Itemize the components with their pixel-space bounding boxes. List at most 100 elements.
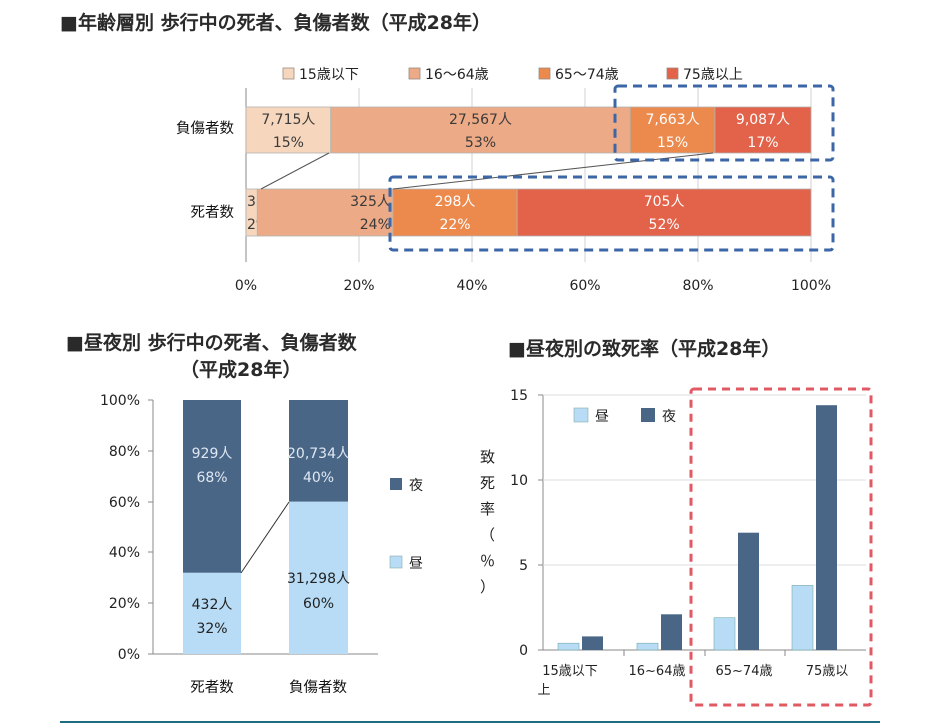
legend-label-night: 夜 bbox=[409, 478, 423, 494]
y-tick-label: 0 bbox=[519, 643, 528, 659]
fatality-y-axis-label: 致死率（％） bbox=[480, 448, 495, 596]
legend-swatch-under15 bbox=[282, 67, 295, 80]
daynight-bar-night bbox=[183, 400, 241, 573]
y-tick-label: 100% bbox=[100, 393, 140, 409]
fatality-chart-y-ticks: 15 10 5 0 bbox=[510, 388, 528, 659]
age-chart: ■年齢層別 歩行中の死者、負傷者数（平成28年） 15歳以下 16～64歳 65… bbox=[60, 11, 835, 294]
x-category-label-16-64: 16~64歳 bbox=[629, 664, 686, 679]
fatality-bar-day bbox=[713, 617, 736, 651]
age-bar-segment bbox=[256, 188, 394, 237]
x-tick-label: 80% bbox=[682, 278, 713, 294]
y-tick-label: 20% bbox=[109, 596, 140, 612]
daynight-night-percent-label: 40% bbox=[303, 470, 334, 486]
y-tick-label: 60% bbox=[109, 495, 140, 511]
legend-label-65-74: 65～74歳 bbox=[555, 67, 619, 83]
age-bar-count-label: 298人 bbox=[435, 194, 476, 210]
y-tick-label: 10 bbox=[510, 473, 528, 489]
daynight-bar-day bbox=[289, 501, 348, 654]
legend-swatch-16-64 bbox=[408, 67, 421, 80]
x-tick-label: 100% bbox=[791, 278, 831, 294]
category-label-deaths: 死者数 bbox=[191, 204, 235, 221]
legend-swatch-75plus bbox=[666, 67, 679, 80]
age-chart-title: ■年齢層別 歩行中の死者、負傷者数（平成28年） bbox=[60, 11, 491, 34]
y-tick-label: 5 bbox=[519, 558, 528, 574]
age-chart-x-ticks: 0% 20% 40% 60% 80% 100% bbox=[235, 278, 831, 294]
daynight-day-percent-label: 32% bbox=[196, 621, 227, 637]
age-bar-percent-label: 24% bbox=[360, 217, 391, 233]
fatality-chart-bars bbox=[557, 405, 837, 651]
fatality-bar-night bbox=[661, 614, 682, 650]
daynight-connector-line bbox=[240, 501, 290, 574]
fatality-chart: ■昼夜別の致死率（平成28年） 致死率（％） 15 10 5 0 昼 bbox=[480, 337, 873, 707]
age-bar-percent-label: 17% bbox=[747, 135, 778, 151]
highlight-box-elderly-fatality bbox=[689, 387, 873, 707]
fatality-bar-day bbox=[557, 642, 580, 651]
daynight-night-count-label: 929人 bbox=[192, 446, 233, 462]
x-tick-label: 40% bbox=[456, 278, 487, 294]
age-chart-connectors bbox=[260, 152, 714, 190]
legend-swatch-night bbox=[390, 478, 402, 490]
fatality-bar-day bbox=[636, 642, 659, 651]
age-bar-count-label: 7,663人 bbox=[646, 112, 700, 128]
highlight-box-deaths-elderly bbox=[388, 175, 835, 252]
daynight-bar-night bbox=[289, 400, 348, 502]
y-tick-label: 0% bbox=[118, 647, 140, 663]
legend-swatch-day bbox=[389, 555, 403, 569]
x-category-label-under15: 15歳以下 bbox=[542, 664, 598, 679]
age-bar-segment bbox=[392, 188, 518, 237]
x-category-label-under15-wrap: 上 bbox=[537, 683, 550, 698]
legend-swatch-65-74 bbox=[538, 67, 551, 80]
age-bar-percent-label: 52% bbox=[649, 217, 680, 233]
daynight-night-percent-label: 68% bbox=[196, 470, 227, 486]
fatality-bar-night bbox=[816, 405, 837, 650]
age-chart-bars: 7,715人15%27,567人53%7,663人15%9,087人17%33人… bbox=[245, 106, 812, 237]
age-bar-percent-label: 15% bbox=[273, 135, 304, 151]
legend-label-day: 昼 bbox=[595, 409, 609, 425]
daynight-day-count-label: 432人 bbox=[192, 597, 233, 613]
highlight-box-injured-elderly bbox=[613, 84, 835, 162]
daynight-chart-legend: 夜 昼 bbox=[389, 478, 423, 572]
age-chart-legend: 15歳以下 16～64歳 65～74歳 75歳以上 bbox=[282, 67, 743, 83]
legend-label-16-64: 16～64歳 bbox=[425, 67, 489, 83]
daynight-day-count-label: 31,298人 bbox=[287, 571, 350, 587]
age-bar-count-label: 325人 bbox=[350, 194, 391, 210]
fatality-chart-legend: 昼 夜 bbox=[573, 407, 676, 425]
category-label-injured: 負傷者数 bbox=[176, 120, 234, 137]
x-category-label-65-74: 65~74歳 bbox=[716, 664, 773, 679]
daynight-night-count-label: 20,734人 bbox=[287, 446, 350, 462]
category-label-deaths: 死者数 bbox=[190, 679, 234, 696]
age-bar-count-label: 7,715人 bbox=[261, 112, 315, 128]
x-tick-label: 60% bbox=[569, 278, 600, 294]
x-category-label-75plus: 75歳以 bbox=[806, 664, 849, 679]
daynight-chart-bars: 929人 68% 432人 32% 20,734人 40% 31,298人 60% bbox=[183, 400, 350, 654]
legend-label-day: 昼 bbox=[409, 556, 423, 572]
legend-label-under15: 15歳以下 bbox=[299, 67, 359, 83]
daynight-bar-day bbox=[183, 572, 241, 654]
y-tick-label: 15 bbox=[510, 388, 528, 404]
fatality-bar-day bbox=[791, 585, 814, 651]
fatality-chart-title: ■昼夜別の致死率（平成28年） bbox=[508, 337, 780, 360]
x-tick-label: 0% bbox=[235, 278, 257, 294]
age-bar-percent-label: 22% bbox=[439, 217, 470, 233]
daynight-chart-title-line2: （平成28年） bbox=[180, 358, 301, 381]
y-tick-label: 40% bbox=[109, 545, 140, 561]
y-tick-label: 80% bbox=[109, 444, 140, 460]
age-bar-percent-label: 53% bbox=[465, 135, 496, 151]
age-bar-count-label: 27,567人 bbox=[449, 112, 512, 128]
daynight-chart-title-line1: ■昼夜別 歩行中の死者、負傷者数 bbox=[66, 331, 358, 354]
fatality-bar-night bbox=[738, 532, 759, 650]
fatality-chart-x-labels: 15歳以下 上 16~64歳 65~74歳 75歳以 bbox=[537, 664, 848, 698]
legend-label-75plus: 75歳以上 bbox=[683, 67, 743, 83]
daynight-day-percent-label: 60% bbox=[303, 596, 334, 612]
daynight-chart-y-ticks: 100% 80% 60% 40% 20% 0% bbox=[100, 393, 140, 663]
age-bar-count-label: 705人 bbox=[644, 194, 685, 210]
legend-label-night: 夜 bbox=[662, 409, 676, 425]
x-tick-label: 20% bbox=[343, 278, 374, 294]
age-bar-segment bbox=[714, 106, 812, 154]
fatality-bar-night bbox=[582, 636, 603, 650]
daynight-chart: ■昼夜別 歩行中の死者、負傷者数 （平成28年） 100% 80% 60% 40… bbox=[66, 331, 423, 696]
age-bar-count-label: 9,087人 bbox=[736, 112, 790, 128]
age-bar-percent-label: 15% bbox=[657, 135, 688, 151]
legend-swatch-day bbox=[573, 407, 589, 423]
